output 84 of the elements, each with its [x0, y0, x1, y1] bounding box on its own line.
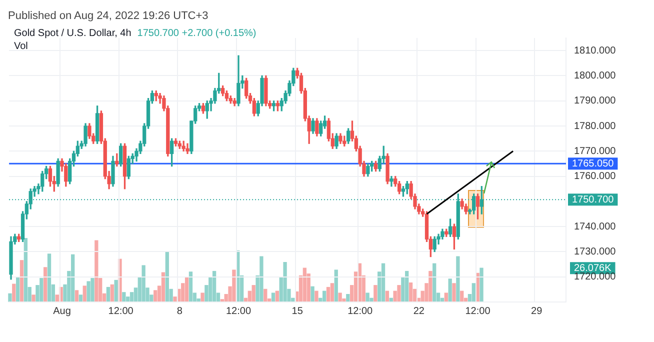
bar — [212, 270, 216, 302]
bar — [24, 238, 28, 302]
bar — [106, 286, 110, 302]
bar — [232, 270, 236, 302]
bar — [20, 260, 24, 302]
x-tick-label: 12:00 — [348, 306, 374, 317]
x-tick-label: 8 — [176, 306, 183, 317]
bar — [432, 263, 436, 302]
bar — [480, 268, 484, 302]
bar — [310, 286, 314, 302]
bar — [374, 285, 378, 302]
y-tick-label: 1770.000 — [574, 146, 616, 157]
chart-title: Vol — [14, 41, 28, 52]
bar — [460, 290, 464, 302]
bar — [314, 290, 318, 302]
text: Published on Aug 24, 2022 19:26 UTC+3 — [8, 9, 210, 24]
bar — [184, 277, 189, 302]
bar — [78, 294, 83, 302]
x-tick-label: Aug — [53, 306, 71, 317]
bar — [32, 294, 36, 302]
bar — [86, 281, 90, 302]
y-tick-label: 1810.000 — [574, 45, 616, 56]
bar — [16, 276, 20, 302]
y-tick-label: 1780.000 — [574, 120, 616, 132]
bar — [334, 270, 338, 302]
bar — [142, 265, 146, 302]
bar — [366, 292, 370, 302]
bar — [326, 286, 330, 302]
bar — [472, 283, 476, 302]
bar — [275, 290, 280, 302]
y-tick-label: 1730.000 — [574, 246, 616, 258]
bar — [346, 294, 350, 302]
bar — [40, 278, 44, 302]
y-tick-label: 1740.000 — [574, 221, 616, 232]
x-tick-label: 29 — [531, 306, 543, 317]
y-tick-label: 1760.000 — [574, 171, 616, 182]
bar — [302, 268, 307, 302]
bar — [161, 272, 166, 302]
y-tick-label: 1790.000 — [574, 96, 616, 107]
bar — [338, 292, 342, 302]
bar — [397, 285, 401, 302]
bar — [122, 292, 126, 302]
bar — [385, 290, 390, 302]
y-tick-label: 1720.000 — [574, 272, 616, 283]
bar — [200, 292, 204, 302]
x-tick-label: 12:00 — [226, 306, 252, 317]
bar — [12, 284, 16, 302]
bar — [110, 284, 114, 302]
bar — [260, 256, 264, 302]
bar — [452, 283, 456, 302]
bar — [94, 240, 98, 302]
text: 26.076K — [574, 262, 612, 274]
x-tick-label: 22 — [413, 306, 425, 317]
bar — [330, 283, 334, 302]
y-tick-label: 1800.000 — [574, 70, 616, 82]
bar — [405, 270, 409, 302]
bar — [44, 267, 48, 302]
bar — [448, 278, 452, 302]
bar — [428, 270, 432, 302]
x-tick-label: 12:00 — [465, 306, 491, 317]
bar — [444, 292, 448, 302]
bar — [90, 278, 94, 302]
bar — [114, 280, 118, 302]
bar — [74, 290, 79, 302]
bar — [408, 282, 413, 302]
ref-line-label: 1750.700 — [572, 194, 614, 206]
bar — [264, 288, 268, 302]
bar — [283, 262, 287, 302]
bar — [82, 286, 86, 302]
bar — [165, 252, 169, 302]
bar — [456, 256, 460, 302]
x-tick-label: 15 — [292, 306, 304, 317]
bar — [71, 254, 75, 302]
x-tick-label: 12:00 — [108, 306, 134, 317]
bar — [47, 254, 52, 302]
bar — [322, 290, 326, 302]
bar — [188, 272, 193, 302]
chart-title: Gold Spot / U.S. Dollar, 4h — [14, 28, 132, 39]
ref-line-label: 1765.050 — [572, 158, 614, 170]
chart-subtitle: 1750.700 +2.700 (+0.15%) — [137, 28, 256, 39]
bar — [271, 292, 276, 302]
bar — [381, 263, 386, 302]
bar — [8, 293, 12, 302]
bar — [252, 285, 256, 302]
